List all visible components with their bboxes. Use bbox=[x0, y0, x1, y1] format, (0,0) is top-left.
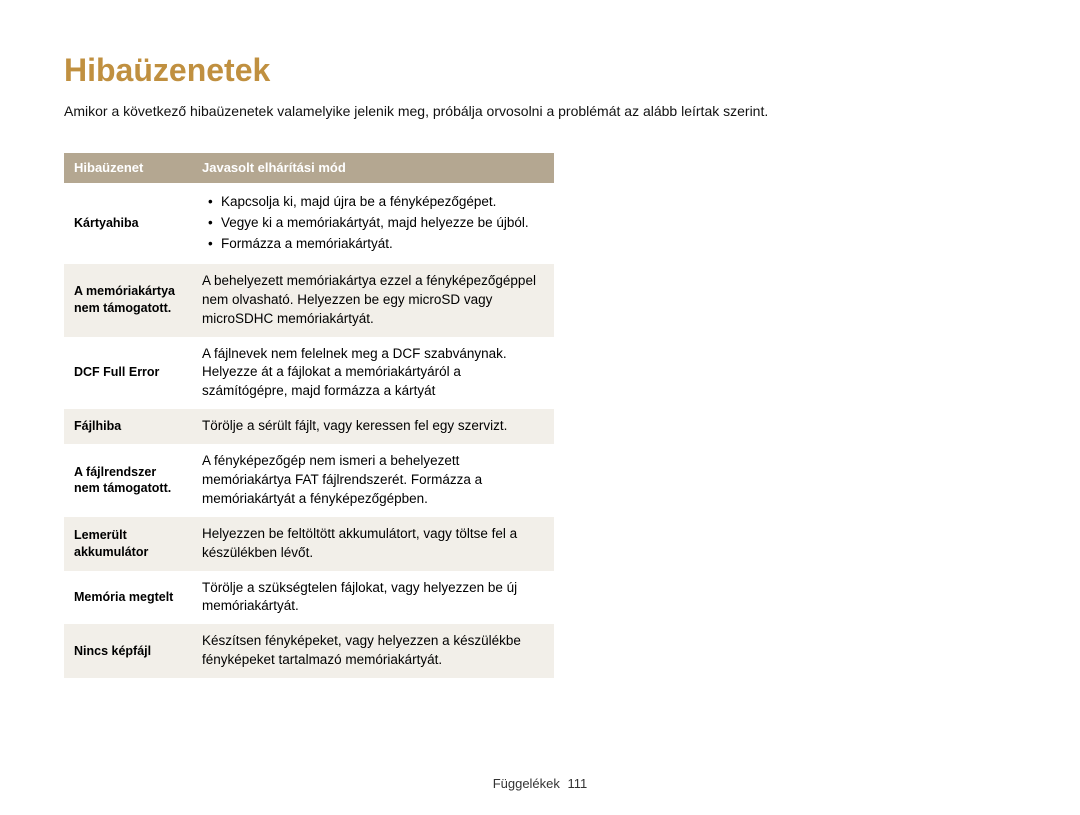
footer-page: 111 bbox=[568, 776, 588, 791]
error-solution: A fájlnevek nem felelnek meg a DCF szabv… bbox=[192, 337, 554, 410]
error-solution: Törölje a szükségtelen fájlokat, vagy he… bbox=[192, 571, 554, 625]
page-footer: Függelékek 111 bbox=[0, 776, 1080, 791]
col-error: Hibaüzenet bbox=[64, 153, 192, 183]
table-row: A memóriakártya nem támogatott.A behelye… bbox=[64, 264, 554, 337]
page-content: Hibaüzenetek Amikor a következő hibaüzen… bbox=[0, 0, 1080, 678]
error-solution: Törölje a sérült fájlt, vagy keressen fe… bbox=[192, 409, 554, 444]
bullet-item: Formázza a memóriakártyát. bbox=[208, 235, 544, 254]
bullet-list: Kapcsolja ki, majd újra be a fényképezőg… bbox=[202, 193, 544, 254]
table-header-row: Hibaüzenet Javasolt elhárítási mód bbox=[64, 153, 554, 183]
table-row: DCF Full ErrorA fájlnevek nem felelnek m… bbox=[64, 337, 554, 410]
error-solution: A fényképezőgép nem ismeri a behelyezett… bbox=[192, 444, 554, 517]
table-row: A fájlrendszer nem támogatott.A fényképe… bbox=[64, 444, 554, 517]
error-label: A fájlrendszer nem támogatott. bbox=[64, 444, 192, 517]
error-table: Hibaüzenet Javasolt elhárítási mód Kárty… bbox=[64, 153, 554, 678]
intro-text: Amikor a következő hibaüzenetek valamely… bbox=[64, 103, 1016, 119]
table-row: Lemerült akkumulátorHelyezzen be feltölt… bbox=[64, 517, 554, 571]
error-solution: Készítsen fényképeket, vagy helyezzen a … bbox=[192, 624, 554, 678]
col-solution: Javasolt elhárítási mód bbox=[192, 153, 554, 183]
page-title: Hibaüzenetek bbox=[64, 52, 1016, 89]
error-label: Nincs képfájl bbox=[64, 624, 192, 678]
table-row: Nincs képfájlKészítsen fényképeket, vagy… bbox=[64, 624, 554, 678]
error-label: Fájlhiba bbox=[64, 409, 192, 444]
table-row: FájlhibaTörölje a sérült fájlt, vagy ker… bbox=[64, 409, 554, 444]
error-label: DCF Full Error bbox=[64, 337, 192, 410]
error-label: Memória megtelt bbox=[64, 571, 192, 625]
error-label: Lemerült akkumulátor bbox=[64, 517, 192, 571]
error-solution: A behelyezett memóriakártya ezzel a fény… bbox=[192, 264, 554, 337]
table-body: Kártyahiba Kapcsolja ki, majd újra be a f… bbox=[64, 183, 554, 678]
error-solution: Helyezzen be feltöltött akkumulátort, va… bbox=[192, 517, 554, 571]
bullet-item: Kapcsolja ki, majd újra be a fényképezőg… bbox=[208, 193, 544, 212]
error-solution: Kapcsolja ki, majd újra be a fényképezőg… bbox=[192, 183, 554, 264]
error-label: Kártyahiba bbox=[64, 183, 192, 264]
bullet-item: Vegye ki a memóriakártyát, majd helyezze… bbox=[208, 214, 544, 233]
error-label: A memóriakártya nem támogatott. bbox=[64, 264, 192, 337]
table-row: Memória megteltTörölje a szükségtelen fá… bbox=[64, 571, 554, 625]
footer-label: Függelékek bbox=[493, 776, 560, 791]
table-row: Kártyahiba Kapcsolja ki, majd újra be a f… bbox=[64, 183, 554, 264]
